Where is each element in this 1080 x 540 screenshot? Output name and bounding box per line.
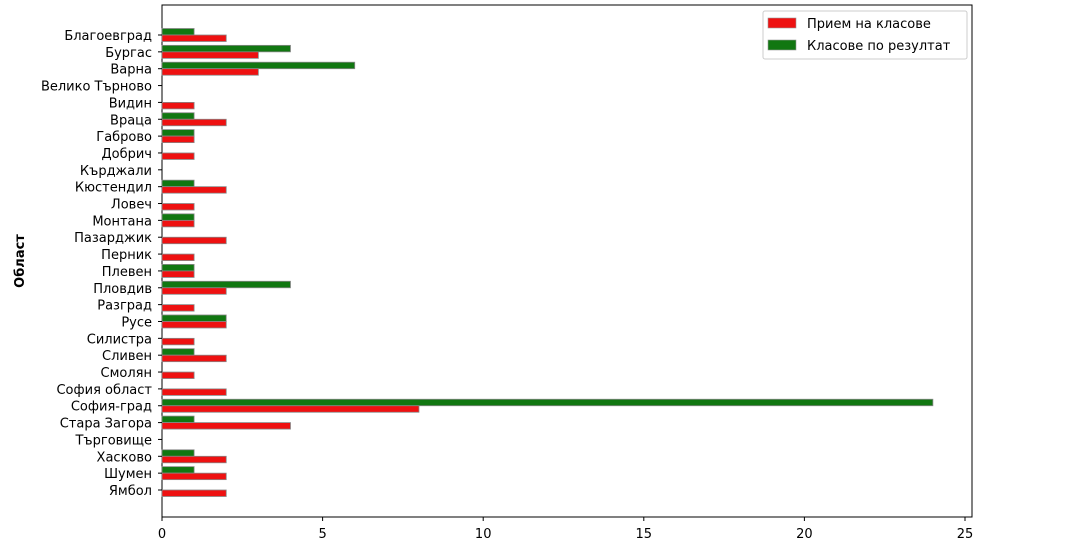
bar-admission-16: [161, 304, 195, 312]
bar-admission-7: [161, 152, 195, 160]
y-tick-label-17: Русе: [121, 315, 152, 330]
bar-results-0: [161, 28, 195, 36]
bar-results-15: [161, 280, 291, 289]
x-tick-label-1: 5: [318, 527, 326, 540]
bar-admission-25: [161, 455, 227, 464]
bar-results-14: [161, 264, 195, 272]
x-tick-label-3: 15: [636, 527, 653, 540]
bar-admission-17: [161, 321, 227, 329]
x-tick-label-2: 10: [475, 527, 492, 540]
bar-results-5: [161, 112, 195, 120]
bar-admission-22: [161, 405, 420, 413]
y-tick-label-22: София-град: [71, 400, 152, 415]
y-tick-label-5: Враца: [110, 113, 152, 128]
y-tick-label-13: Перник: [101, 248, 152, 263]
y-axis-title: Област: [13, 234, 28, 288]
bar-admission-9: [161, 186, 227, 194]
y-tick-label-2: Варна: [110, 63, 152, 78]
bar-results-6: [161, 129, 195, 137]
y-tick-label-8: Кърджали: [80, 164, 152, 179]
x-axis: 0 5 10 15 20 25: [158, 517, 973, 540]
plot-area: [161, 4, 973, 518]
y-tick-label-18: Силистра: [87, 332, 152, 347]
y-tick-label-25: Хасково: [97, 450, 152, 465]
bar-admission-21: [161, 388, 227, 396]
y-tick-label-23: Стара Загора: [60, 417, 152, 432]
legend: Прием на класове Класове по резултат: [762, 10, 968, 60]
legend-label-results: Класове по резултат: [807, 39, 951, 54]
y-tick-label-15: Пловдив: [93, 282, 152, 297]
y-tick-label-9: Кюстендил: [75, 181, 152, 196]
y-tick-label-4: Видин: [109, 96, 152, 111]
bar-results-22: [161, 398, 934, 407]
bar-admission-27: [161, 489, 227, 497]
x-tick-label-4: 20: [796, 527, 813, 540]
y-tick-label-11: Монтана: [92, 214, 152, 229]
bar-admission-23: [161, 422, 291, 430]
bar-admission-11: [161, 219, 195, 228]
bar-admission-1: [161, 51, 259, 59]
y-tick-label-12: Пазарджик: [74, 231, 152, 246]
bar-results-9: [161, 179, 195, 188]
y-tick-label-24: Търговище: [74, 433, 152, 448]
bar-admission-4: [161, 102, 195, 110]
bar-results-23: [161, 415, 195, 423]
bar-admission-6: [161, 135, 195, 144]
y-tick-label-16: Разград: [97, 299, 152, 314]
y-axis: Благоевград Бургас Варна Велико ТърновоВиди…: [41, 29, 162, 499]
y-tick-label-21: София област: [56, 383, 152, 398]
bar-admission-19: [161, 354, 227, 363]
bar-results-1: [161, 44, 291, 53]
y-tick-label-26: Шумен: [104, 467, 152, 482]
y-tick-label-10: Ловеч: [111, 198, 152, 213]
bar-results-11: [161, 213, 195, 221]
x-tick-label-0: 0: [158, 527, 166, 540]
bar-admission-20: [161, 371, 195, 379]
bar-admission-26: [161, 472, 227, 481]
bar-admission-14: [161, 270, 195, 278]
y-tick-label-6: Габрово: [96, 130, 152, 145]
bars-layer: [161, 28, 934, 497]
y-tick-label-20: Смолян: [101, 366, 152, 381]
bar-admission-5: [161, 118, 227, 127]
bar-results-25: [161, 449, 195, 457]
bar-results-26: [161, 466, 195, 474]
legend-swatch-admission: [767, 17, 797, 29]
y-tick-label-0: Благоевград: [64, 29, 152, 44]
y-tick-label-19: Сливен: [102, 349, 152, 364]
y-tick-label-3: Велико Търново: [41, 80, 152, 95]
bar-admission-12: [161, 236, 227, 245]
bar-admission-2: [161, 68, 259, 76]
bar-admission-15: [161, 287, 227, 295]
bar-results-17: [161, 314, 227, 322]
legend-box: [762, 10, 968, 60]
bar-admission-13: [161, 253, 195, 261]
x-tick-label-5: 25: [957, 527, 974, 540]
bar-results-2: [161, 61, 356, 70]
legend-label-admission: Прием на класове: [807, 17, 931, 32]
bar-admission-0: [161, 34, 227, 42]
y-tick-label-27: Ямбол: [109, 484, 152, 499]
y-tick-label-7: Добрич: [101, 147, 152, 162]
bar-admission-10: [161, 203, 195, 211]
bar-results-19: [161, 348, 195, 356]
bar-admission-18: [161, 337, 195, 346]
y-tick-label-1: Бургас: [105, 46, 152, 61]
legend-swatch-results: [767, 39, 797, 51]
y-tick-label-14: Плевен: [102, 265, 152, 280]
